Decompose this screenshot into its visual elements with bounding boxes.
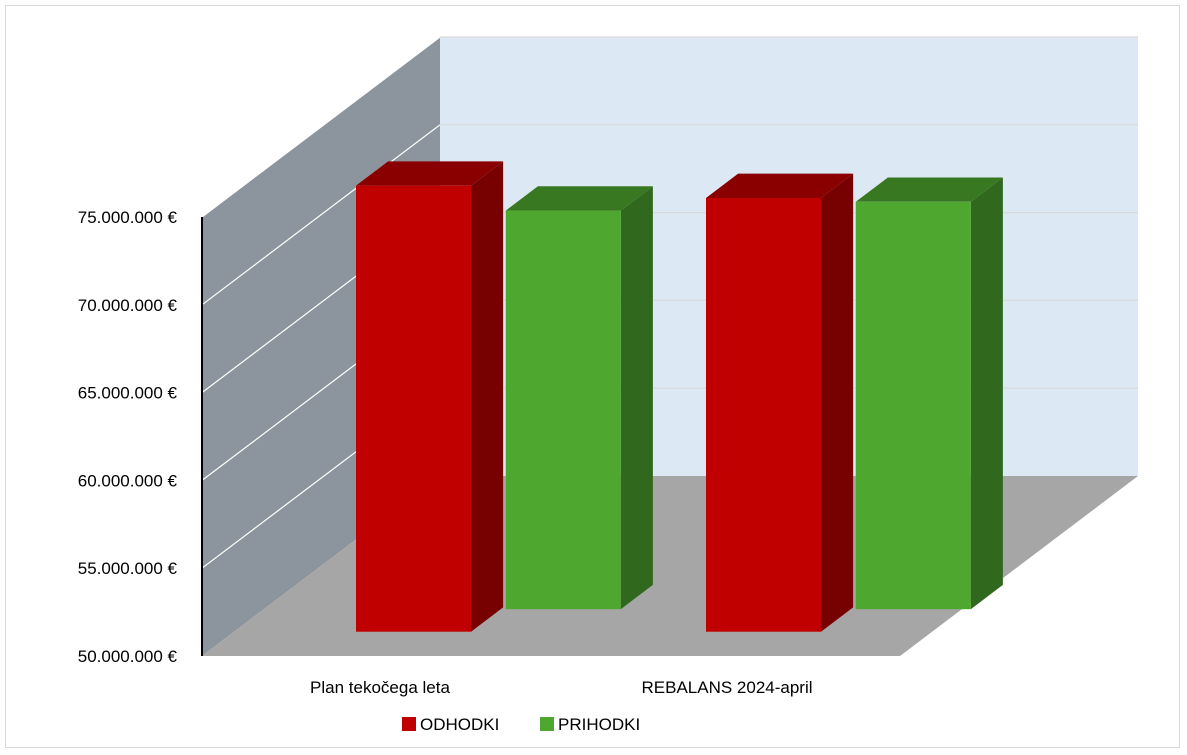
- gridline-side: [201, 36, 441, 218]
- bar-front-face: [706, 197, 821, 632]
- y-tick-label: 50.000.000 €: [78, 647, 178, 666]
- category-labels: Plan tekočega leta REBALANS 2024-april: [310, 678, 812, 697]
- bar-odhodki-0: [356, 161, 504, 632]
- y-axis-ticks: 50.000.000 € 55.000.000 € 60.000.000 € 65.0…: [78, 208, 178, 666]
- bar-top-face: [505, 186, 653, 211]
- bar-side-face: [620, 186, 653, 610]
- bar-side-face: [471, 161, 504, 632]
- bar-front-face: [505, 210, 621, 610]
- bars: [356, 161, 1003, 632]
- y-tick-label: 55.000.000 €: [78, 559, 178, 578]
- bar-front-face: [356, 185, 471, 632]
- bar-side-face: [970, 177, 1003, 610]
- bar-top-face: [356, 161, 504, 186]
- bar-front-face: [855, 201, 971, 610]
- bar-prihodki-0: [505, 186, 653, 610]
- bar-odhodki-1: [706, 173, 854, 632]
- y-tick-label: 70.000.000 €: [78, 296, 178, 315]
- legend-label-prihodki: PRIHODKI: [558, 715, 640, 734]
- legend-label-odhodki: ODHODKI: [420, 715, 499, 734]
- y-tick-label: 60.000.000 €: [78, 471, 178, 490]
- category-label: Plan tekočega leta: [310, 678, 450, 697]
- bar-top-face: [706, 173, 854, 198]
- gridline-side: [201, 124, 441, 306]
- y-tick-label: 75.000.000 €: [78, 208, 178, 227]
- bar-prihodki-1: [855, 177, 1003, 610]
- category-label: REBALANS 2024-april: [641, 678, 812, 697]
- legend: ODHODKI PRIHODKI: [402, 715, 640, 734]
- y-tick-label: 65.000.000 €: [78, 384, 178, 403]
- legend-swatch-odhodki: [402, 717, 416, 731]
- bar-side-face: [821, 173, 854, 632]
- legend-swatch-prihodki: [540, 717, 554, 731]
- bar-top-face: [855, 177, 1003, 202]
